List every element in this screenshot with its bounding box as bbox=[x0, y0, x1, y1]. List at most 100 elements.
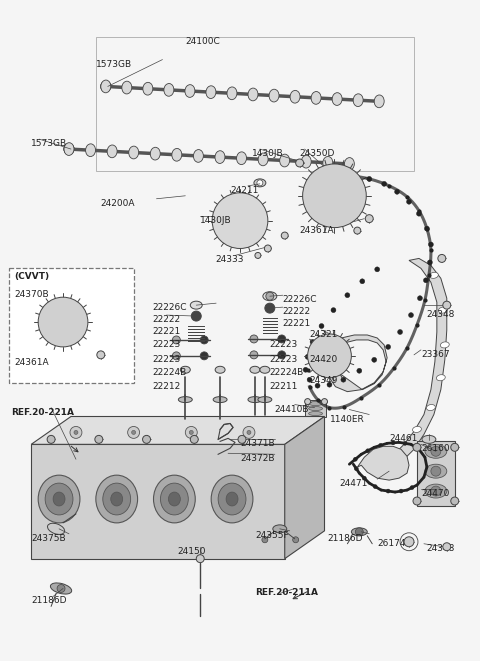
Circle shape bbox=[38, 297, 88, 347]
Circle shape bbox=[143, 436, 151, 444]
Text: 22221: 22221 bbox=[153, 327, 181, 336]
Ellipse shape bbox=[64, 143, 74, 155]
Text: 24375B: 24375B bbox=[31, 534, 66, 543]
Ellipse shape bbox=[440, 342, 449, 348]
Circle shape bbox=[128, 426, 140, 438]
Circle shape bbox=[264, 245, 271, 252]
Ellipse shape bbox=[179, 416, 192, 422]
Ellipse shape bbox=[45, 483, 73, 515]
Ellipse shape bbox=[290, 91, 300, 103]
Text: 24350D: 24350D bbox=[300, 149, 335, 158]
Circle shape bbox=[196, 555, 204, 563]
Circle shape bbox=[443, 543, 451, 551]
Text: 24371B: 24371B bbox=[240, 440, 275, 448]
Text: 26160: 26160 bbox=[421, 444, 450, 453]
Circle shape bbox=[230, 200, 239, 208]
Circle shape bbox=[64, 144, 74, 154]
Bar bbox=[96, 37, 414, 171]
Text: 22222: 22222 bbox=[153, 315, 180, 324]
Ellipse shape bbox=[309, 402, 323, 406]
Ellipse shape bbox=[273, 525, 287, 533]
Circle shape bbox=[251, 227, 258, 235]
Text: 24200A: 24200A bbox=[101, 199, 135, 208]
Ellipse shape bbox=[309, 412, 323, 416]
Circle shape bbox=[302, 164, 366, 227]
Ellipse shape bbox=[213, 397, 227, 403]
Circle shape bbox=[419, 479, 422, 483]
Text: 24461: 24461 bbox=[389, 434, 418, 444]
Ellipse shape bbox=[179, 397, 192, 403]
Text: 24370B: 24370B bbox=[14, 290, 49, 299]
Ellipse shape bbox=[248, 88, 258, 101]
Text: 24361A: 24361A bbox=[300, 225, 334, 235]
Circle shape bbox=[391, 441, 395, 445]
Circle shape bbox=[324, 351, 335, 361]
Ellipse shape bbox=[425, 464, 447, 478]
Circle shape bbox=[410, 486, 414, 490]
Ellipse shape bbox=[193, 149, 204, 163]
Circle shape bbox=[278, 335, 286, 343]
Circle shape bbox=[192, 311, 201, 321]
Polygon shape bbox=[384, 258, 447, 464]
Ellipse shape bbox=[122, 81, 132, 94]
Ellipse shape bbox=[425, 484, 447, 498]
Circle shape bbox=[375, 267, 380, 272]
Ellipse shape bbox=[38, 475, 80, 523]
Ellipse shape bbox=[211, 475, 253, 523]
Circle shape bbox=[47, 436, 55, 444]
Circle shape bbox=[281, 232, 288, 239]
Ellipse shape bbox=[309, 407, 323, 410]
Circle shape bbox=[365, 215, 373, 223]
Text: 24333: 24333 bbox=[215, 255, 244, 264]
Circle shape bbox=[296, 159, 304, 167]
Circle shape bbox=[64, 144, 74, 154]
Circle shape bbox=[413, 444, 421, 451]
Circle shape bbox=[305, 354, 310, 360]
Text: 22222: 22222 bbox=[283, 307, 311, 316]
Text: 22224B: 22224B bbox=[153, 368, 187, 377]
Circle shape bbox=[338, 182, 344, 188]
Polygon shape bbox=[327, 335, 387, 392]
Text: 24150: 24150 bbox=[178, 547, 206, 556]
Circle shape bbox=[200, 352, 208, 360]
Circle shape bbox=[413, 445, 417, 449]
Ellipse shape bbox=[168, 492, 180, 506]
Ellipse shape bbox=[206, 86, 216, 98]
Circle shape bbox=[373, 485, 377, 488]
Ellipse shape bbox=[150, 147, 160, 160]
Circle shape bbox=[431, 446, 441, 456]
Text: REF.20-221A: REF.20-221A bbox=[12, 408, 74, 416]
Ellipse shape bbox=[263, 292, 277, 301]
Text: 22226C: 22226C bbox=[153, 303, 187, 312]
Ellipse shape bbox=[172, 149, 182, 161]
Ellipse shape bbox=[351, 528, 367, 536]
Ellipse shape bbox=[215, 366, 225, 373]
Circle shape bbox=[438, 254, 446, 262]
Ellipse shape bbox=[258, 153, 268, 166]
FancyBboxPatch shape bbox=[9, 268, 133, 383]
Ellipse shape bbox=[412, 426, 421, 432]
Text: 24349: 24349 bbox=[310, 375, 338, 385]
Circle shape bbox=[250, 351, 258, 359]
Text: REF.20-211A: REF.20-211A bbox=[255, 588, 318, 598]
Circle shape bbox=[95, 436, 103, 444]
Circle shape bbox=[251, 206, 258, 214]
Text: 21186D: 21186D bbox=[327, 534, 363, 543]
Circle shape bbox=[266, 292, 274, 300]
Polygon shape bbox=[31, 416, 324, 444]
Bar bbox=[305, 400, 326, 418]
Circle shape bbox=[307, 377, 312, 382]
Circle shape bbox=[352, 175, 357, 179]
Text: 1573GB: 1573GB bbox=[96, 59, 132, 69]
Circle shape bbox=[344, 193, 350, 199]
Text: 24348: 24348 bbox=[426, 310, 454, 319]
Ellipse shape bbox=[323, 157, 333, 169]
Text: 26174P: 26174P bbox=[377, 539, 411, 548]
Ellipse shape bbox=[129, 146, 139, 159]
Text: 24471: 24471 bbox=[339, 479, 368, 488]
Ellipse shape bbox=[301, 155, 311, 168]
Circle shape bbox=[235, 215, 245, 225]
Ellipse shape bbox=[436, 375, 445, 381]
Circle shape bbox=[74, 430, 78, 434]
Text: (CVVT): (CVVT) bbox=[14, 272, 49, 282]
